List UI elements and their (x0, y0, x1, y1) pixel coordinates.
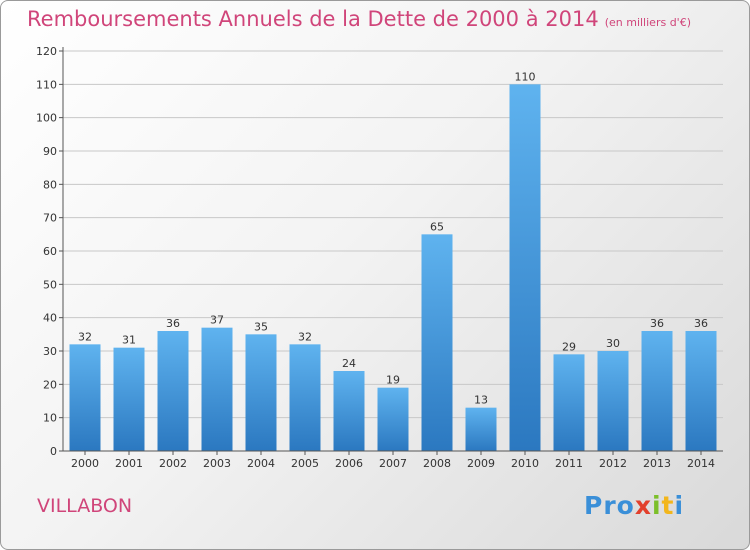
value-label: 32 (298, 330, 312, 343)
value-label: 36 (650, 317, 664, 330)
y-axis-ticks: 0 10 20 30 40 50 60 70 80 90 100 110 120 (36, 45, 63, 458)
y-tick-label: 20 (43, 378, 57, 391)
chart-title: Remboursements Annuels de la Dette de 20… (27, 7, 691, 31)
value-labels: 32 31 36 37 35 32 24 19 65 13 110 29 30 36 36 (78, 70, 708, 406)
y-tick-label: 40 (43, 312, 57, 325)
x-tick-label: 2010 (511, 457, 539, 470)
y-tick-label: 70 (43, 212, 57, 225)
value-label: 65 (430, 220, 444, 233)
logo-part: i (674, 491, 685, 520)
title-unit: (en milliers d'€) (604, 16, 691, 29)
bar (509, 84, 541, 451)
x-tick-label: 2008 (423, 457, 451, 470)
x-tick-label: 2011 (555, 457, 583, 470)
bar (597, 351, 629, 451)
title-text: Remboursements Annuels de la Dette de 20… (27, 7, 599, 31)
bar (69, 344, 101, 451)
value-label: 32 (78, 330, 92, 343)
x-tick-label: 2001 (115, 457, 143, 470)
bar (685, 331, 717, 451)
bar (157, 331, 189, 451)
bar (113, 347, 145, 451)
x-tick-label: 2013 (643, 457, 671, 470)
town-name: VILLABON (37, 495, 133, 517)
x-tick-label: 2007 (379, 457, 407, 470)
y-tick-label: 100 (36, 112, 57, 125)
x-tick-label: 2014 (687, 457, 715, 470)
bar (553, 354, 585, 451)
value-label: 24 (342, 357, 356, 370)
bar (421, 234, 453, 451)
x-tick-label: 2005 (291, 457, 319, 470)
value-label: 110 (515, 70, 536, 83)
x-tick-label: 2002 (159, 457, 187, 470)
bar (289, 344, 321, 451)
y-tick-label: 30 (43, 345, 57, 358)
value-label: 37 (210, 314, 224, 327)
value-label: 36 (694, 317, 708, 330)
x-tick-label: 2003 (203, 457, 231, 470)
x-tick-label: 2006 (335, 457, 363, 470)
x-tick-label: 2009 (467, 457, 495, 470)
logo-part: Pro (584, 491, 635, 520)
y-tick-label: 0 (50, 445, 57, 458)
y-tick-label: 110 (36, 78, 57, 91)
value-label: 31 (122, 334, 136, 347)
y-tick-label: 60 (43, 245, 57, 258)
bars (69, 84, 717, 451)
y-tick-label: 80 (43, 178, 57, 191)
value-label: 35 (254, 320, 268, 333)
value-label: 29 (562, 340, 576, 353)
bar (465, 407, 497, 451)
y-tick-label: 50 (43, 278, 57, 291)
x-tick-label: 2004 (247, 457, 275, 470)
proxiti-logo: Proxiti (584, 491, 684, 520)
logo-part: x (634, 491, 652, 520)
logo-part: i (651, 491, 662, 520)
bar (245, 334, 277, 451)
value-label: 19 (386, 374, 400, 387)
value-label: 13 (474, 394, 488, 407)
x-axis-ticks: 2000 2001 2002 2003 2004 2005 2006 2007 2008 2009… (71, 451, 715, 470)
y-tick-label: 120 (36, 45, 57, 58)
logo-part: t (661, 491, 675, 520)
value-label: 30 (606, 337, 620, 350)
axes (62, 47, 723, 452)
y-tick-label: 10 (43, 412, 57, 425)
x-tick-label: 2012 (599, 457, 627, 470)
x-tick-label: 2000 (71, 457, 99, 470)
bar (641, 331, 673, 451)
value-label: 36 (166, 317, 180, 330)
bar (333, 371, 365, 451)
bar (201, 327, 233, 451)
y-tick-label: 90 (43, 145, 57, 158)
bar (377, 387, 409, 451)
